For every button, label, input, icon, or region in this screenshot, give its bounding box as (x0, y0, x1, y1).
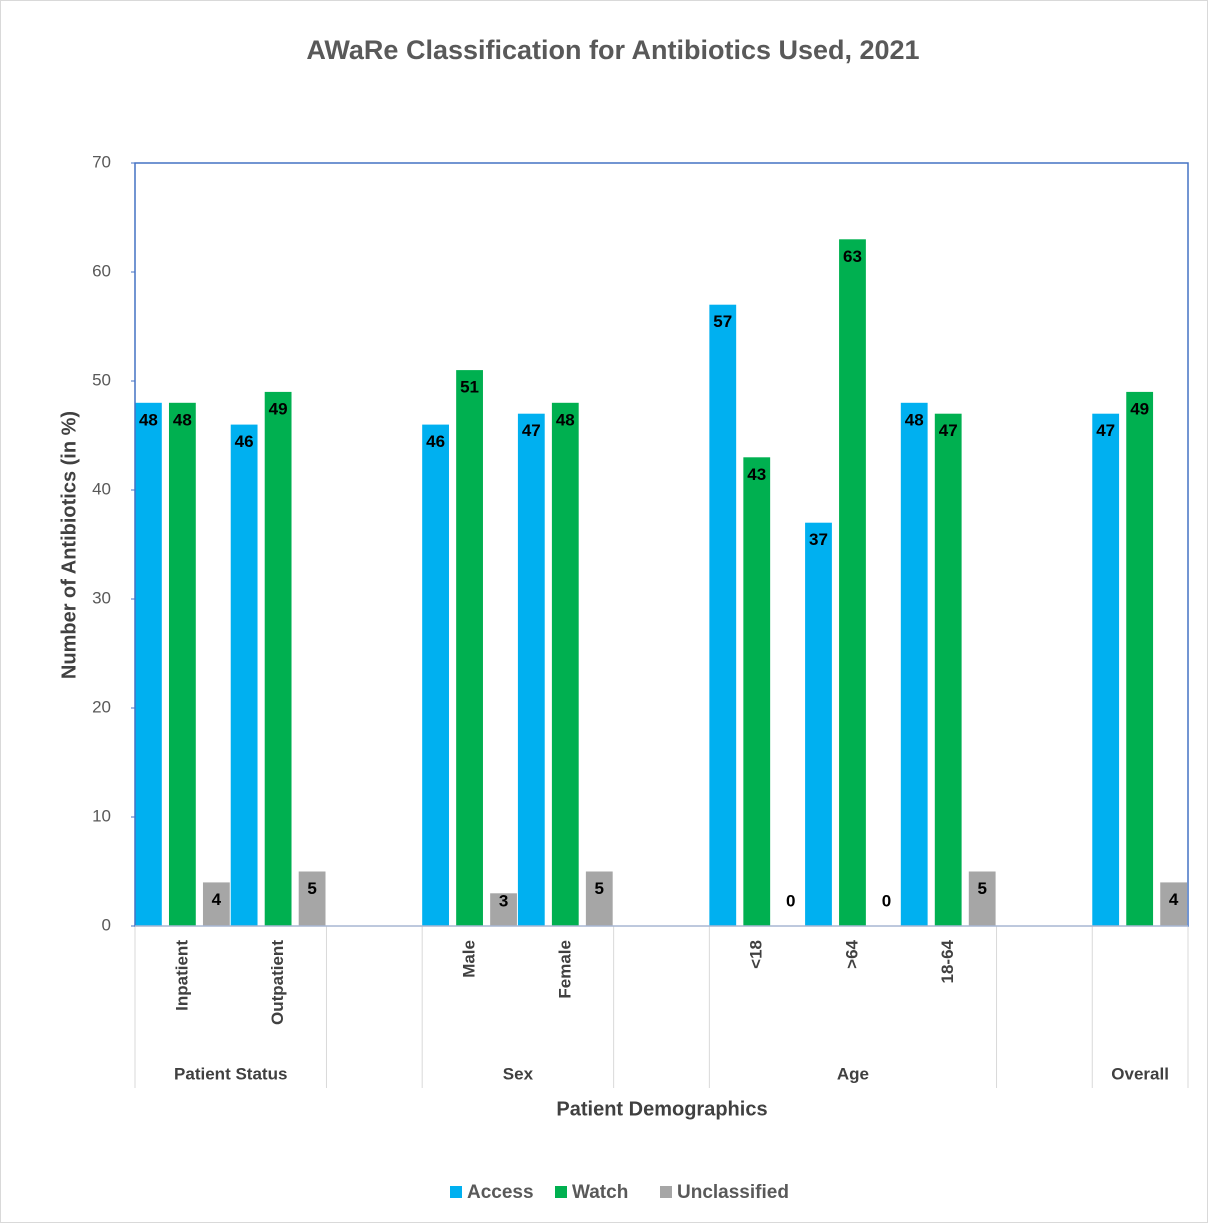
bar (585, 871, 613, 926)
data-label: 63 (843, 247, 862, 266)
group-label: Sex (503, 1064, 534, 1083)
legend-label: Access (467, 1182, 534, 1203)
x-axis-title: Patient Demographics (556, 1098, 767, 1120)
data-label: 47 (1096, 421, 1115, 440)
bar (551, 402, 579, 926)
x-tick-label: Male (460, 940, 479, 978)
data-label: 5 (595, 879, 604, 898)
data-label: 49 (1130, 399, 1149, 418)
data-label: 51 (460, 378, 479, 397)
legend-label: Watch (572, 1182, 628, 1203)
x-tick-label: Female (555, 940, 574, 999)
data-label: 4 (212, 890, 222, 909)
data-label: 48 (556, 410, 575, 429)
x-tick-label: >64 (842, 939, 861, 968)
bar (1092, 413, 1120, 926)
data-label: 46 (426, 432, 445, 451)
y-tick-label: 70 (92, 152, 111, 171)
data-label: 0 (882, 891, 891, 910)
y-tick-label: 30 (92, 588, 111, 607)
data-label: 47 (939, 421, 958, 440)
bar (743, 457, 771, 926)
data-label: 0 (786, 891, 795, 910)
data-label: 49 (269, 399, 288, 418)
y-tick-label: 60 (92, 261, 111, 280)
data-label: 57 (713, 312, 732, 331)
data-label: 48 (173, 410, 192, 429)
bar (839, 239, 866, 927)
group-label: Patient Status (174, 1064, 287, 1083)
data-label: 3 (499, 891, 508, 910)
bar (422, 424, 449, 926)
data-label: 46 (235, 432, 254, 451)
y-tick-label: 50 (92, 370, 111, 389)
y-tick-label: 40 (92, 479, 111, 498)
data-label: 43 (747, 465, 766, 484)
bar (1160, 882, 1188, 926)
bar (1126, 391, 1154, 926)
data-label: 47 (522, 421, 541, 440)
bar (168, 402, 196, 926)
x-tick-label: Outpatient (268, 940, 287, 1025)
bar (517, 413, 545, 926)
group-label: Age (837, 1064, 869, 1083)
y-axis-title: Number of Antibiotics (in %) (58, 411, 80, 679)
bar (934, 413, 962, 926)
data-label: 5 (307, 879, 316, 898)
legend-label: Unclassified (677, 1182, 789, 1203)
y-tick-label: 20 (92, 697, 111, 716)
x-tick-label: Inpatient (172, 940, 191, 1011)
group-label: Overall (1111, 1064, 1169, 1083)
data-label: 37 (809, 530, 828, 549)
bar (264, 391, 292, 926)
bar (490, 893, 517, 926)
data-label: 4 (1169, 890, 1179, 909)
bar (900, 402, 928, 926)
bar (202, 882, 230, 926)
chart-title: AWaRe Classification for Antibiotics Use… (306, 35, 919, 65)
x-tick-label: <18 (747, 940, 766, 969)
bar (298, 871, 326, 926)
data-label: 48 (139, 410, 158, 429)
legend-swatch (450, 1186, 462, 1198)
bar (230, 424, 258, 926)
legend-swatch (660, 1186, 672, 1198)
data-label: 48 (905, 410, 924, 429)
y-tick-label: 10 (92, 806, 111, 825)
bar (135, 402, 162, 926)
y-tick-label: 0 (102, 915, 111, 934)
bar (805, 522, 832, 926)
legend-swatch (555, 1186, 567, 1198)
bar (709, 304, 737, 926)
bar (968, 871, 996, 926)
bar (456, 370, 483, 927)
x-tick-label: 18-64 (938, 939, 957, 983)
data-label: 5 (977, 879, 986, 898)
